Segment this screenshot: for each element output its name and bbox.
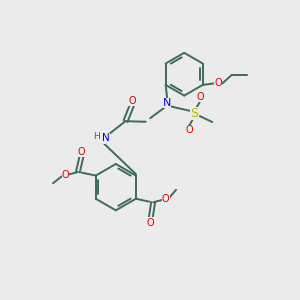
Text: O: O	[78, 147, 85, 157]
Text: O: O	[147, 218, 154, 227]
Text: O: O	[128, 96, 136, 106]
Text: N: N	[102, 134, 110, 143]
Text: N: N	[163, 98, 171, 108]
Text: H: H	[93, 132, 100, 141]
Text: O: O	[162, 194, 170, 204]
Text: S: S	[190, 107, 199, 120]
Text: O: O	[61, 170, 69, 180]
Text: O: O	[214, 78, 222, 88]
Text: O: O	[196, 92, 204, 102]
Text: O: O	[185, 125, 193, 135]
